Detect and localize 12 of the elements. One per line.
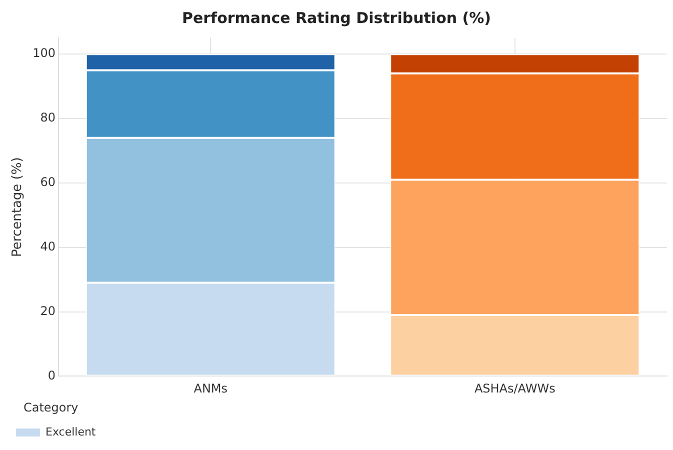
y-tick-label: 80 <box>40 110 56 125</box>
x-tick-label: ASHAs/AWWs <box>474 382 556 396</box>
y-axis-title: Percentage (%) <box>10 157 26 257</box>
y-tick-label: 0 <box>48 368 56 382</box>
legend-label: Excellent <box>46 425 96 438</box>
x-tick-label: ANMs <box>194 382 228 396</box>
y-tick-label: 20 <box>40 304 56 318</box>
y-tick-label: 40 <box>40 239 56 254</box>
chart-title: Performance Rating Distribution (%) <box>182 8 492 27</box>
legend-title: Category <box>23 400 78 415</box>
y-tick-label: 60 <box>40 175 56 190</box>
y-tick-label: 100 <box>32 46 56 60</box>
